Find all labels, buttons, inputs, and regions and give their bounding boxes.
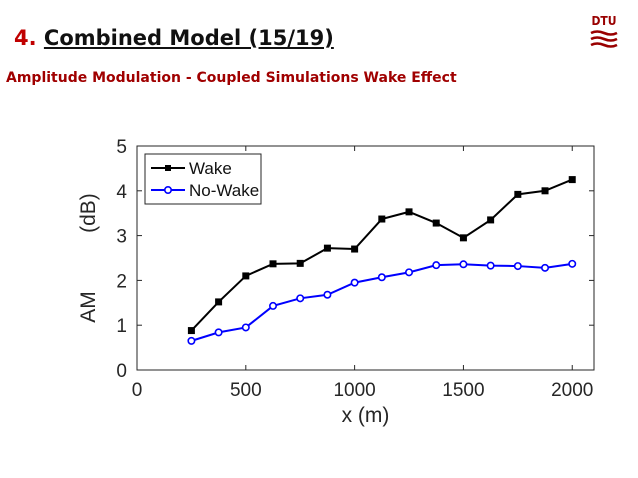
data-point — [541, 187, 549, 195]
data-point — [568, 176, 576, 184]
y-tick-label: 1 — [116, 316, 127, 337]
data-point — [486, 261, 495, 270]
y-tick-label: 4 — [116, 182, 127, 203]
data-point — [432, 219, 440, 227]
data-point — [187, 327, 195, 335]
data-point — [296, 294, 305, 303]
data-point — [215, 298, 223, 306]
data-point — [269, 301, 278, 310]
data-point — [459, 260, 468, 269]
data-point — [377, 273, 386, 282]
slide-subtitle: Amplitude Modulation - Coupled Simulatio… — [6, 70, 457, 86]
x-tick-label: 1500 — [442, 380, 484, 401]
data-point — [432, 261, 441, 270]
data-point — [487, 216, 495, 224]
axis-ticks: 0 500 1000 1500 2000 0 1 2 3 4 5 — [116, 137, 594, 401]
section-number: 4. — [14, 26, 37, 50]
title-text: Combined Model (15/19) — [43, 26, 334, 50]
y-axis-label: AM (dB) — [77, 193, 100, 323]
legend-marker — [164, 186, 173, 195]
legend-marker — [165, 165, 171, 171]
am-chart: 0 500 1000 1500 2000 0 1 2 3 4 5 Wake No-Wake x (m)… — [77, 137, 595, 427]
y-tick-label: 2 — [116, 271, 127, 292]
data-point — [323, 244, 331, 252]
slide-title: 4. Combined Model (15/19) — [14, 26, 334, 50]
y-tick-label: 3 — [116, 227, 127, 248]
data-point — [214, 328, 223, 337]
data-point — [350, 278, 359, 287]
series-layer — [187, 176, 577, 345]
data-point — [323, 290, 332, 299]
data-point — [405, 208, 413, 216]
y-tick-label: 0 — [116, 361, 127, 382]
x-tick-label: 2000 — [551, 380, 593, 401]
data-point — [568, 259, 577, 268]
data-point — [269, 260, 277, 268]
x-axis-label: x (m) — [342, 404, 390, 427]
data-point — [378, 215, 386, 223]
series-no-wake — [187, 259, 577, 345]
logo-waves-icon — [590, 30, 618, 48]
data-point — [541, 263, 550, 272]
data-point — [241, 323, 250, 332]
data-point — [514, 190, 522, 198]
data-point — [187, 336, 196, 345]
series-wake — [187, 176, 576, 335]
x-tick-label: 500 — [230, 380, 262, 401]
legend-box — [144, 153, 262, 205]
legend-label: No-Wake — [189, 181, 259, 200]
data-point — [405, 268, 414, 277]
data-point — [296, 259, 304, 267]
dtu-logo: DTU — [590, 14, 618, 54]
legend: Wake No-Wake — [144, 153, 262, 205]
y-tick-label: 5 — [116, 137, 127, 158]
data-point — [513, 262, 522, 271]
data-point — [459, 234, 467, 242]
data-point — [351, 245, 359, 253]
data-point — [242, 272, 250, 280]
legend-label: Wake — [189, 159, 232, 178]
x-tick-label: 1000 — [333, 380, 375, 401]
x-tick-label: 0 — [132, 380, 143, 401]
logo-text: DTU — [591, 14, 617, 28]
